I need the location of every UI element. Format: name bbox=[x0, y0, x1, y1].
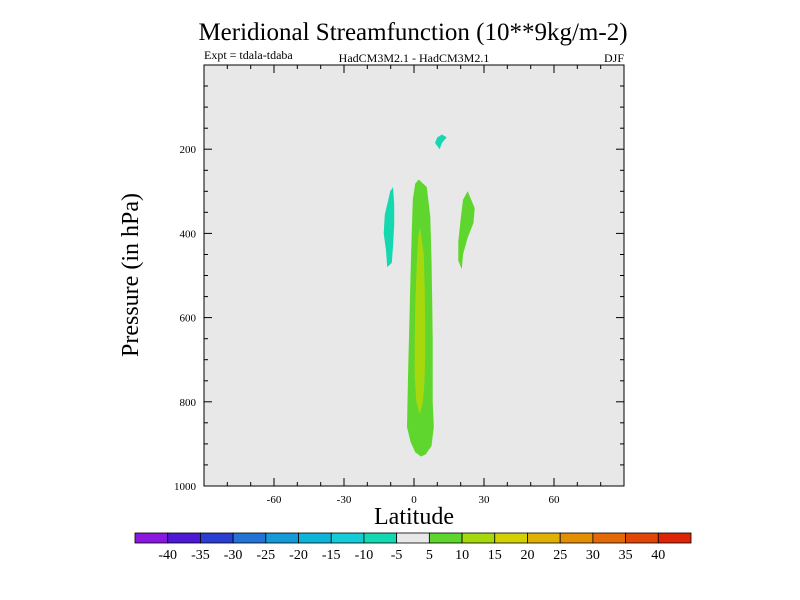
y-axis-label: Pressure (in hPa) bbox=[118, 193, 144, 357]
colorbar-label: -30 bbox=[224, 548, 243, 563]
expt-label: Expt = tdala-tdaba bbox=[204, 48, 293, 62]
colorbar-label: -25 bbox=[256, 548, 275, 563]
colorbar-swatch bbox=[232, 532, 267, 544]
x-tick-label: -30 bbox=[337, 494, 352, 506]
x-tick-label: 0 bbox=[411, 494, 417, 506]
colorbar-label: 5 bbox=[426, 548, 433, 563]
colorbar-label: 10 bbox=[455, 548, 469, 563]
colorbar-label: 15 bbox=[488, 548, 502, 563]
chart-title: Meridional Streamfunction (10**9kg/m-2) bbox=[198, 19, 627, 46]
y-tick-label: 200 bbox=[180, 144, 197, 156]
colorbar-swatch bbox=[363, 532, 398, 544]
colorbar-label: 20 bbox=[521, 548, 535, 563]
x-tick-label: -60 bbox=[267, 494, 282, 506]
season-label: DJF bbox=[604, 51, 624, 65]
x-axis-label: Latitude bbox=[374, 504, 454, 530]
contour-region-5 bbox=[414, 227, 426, 415]
colorbar-label: -20 bbox=[289, 548, 308, 563]
colorbar-label: 30 bbox=[586, 548, 600, 563]
colorbar-label: -15 bbox=[322, 548, 341, 563]
colorbar-swatch bbox=[330, 532, 365, 544]
colorbar-label: -35 bbox=[191, 548, 210, 563]
y-tick-label: 800 bbox=[180, 397, 197, 409]
colorbar-label: -5 bbox=[391, 548, 403, 563]
colorbar-swatch bbox=[592, 532, 626, 544]
y-tick-label: 600 bbox=[180, 313, 197, 325]
colorbar-swatch bbox=[428, 532, 463, 544]
colorbar-label: 25 bbox=[553, 548, 567, 563]
colorbar-label: 40 bbox=[651, 548, 665, 563]
x-tick-label: 30 bbox=[479, 494, 491, 506]
colorbar-swatch bbox=[134, 532, 169, 544]
colorbar-swatch bbox=[625, 532, 659, 544]
colorbar-swatch bbox=[396, 532, 430, 544]
colorbar-swatch bbox=[657, 532, 692, 544]
colorbar-swatch bbox=[167, 532, 201, 544]
x-tick-label: 60 bbox=[549, 494, 561, 506]
colorbar-swatch bbox=[265, 532, 299, 544]
colorbar-swatch bbox=[298, 532, 332, 544]
colorbar-swatch bbox=[200, 532, 234, 544]
colorbar-label: -10 bbox=[355, 548, 374, 563]
colorbar-swatch bbox=[527, 532, 561, 544]
y-tick-label: 1000 bbox=[174, 481, 197, 493]
contour-region-2 bbox=[383, 187, 395, 268]
y-tick-label: 400 bbox=[180, 228, 197, 240]
colorbar-swatch bbox=[461, 532, 496, 544]
contour-region-3 bbox=[458, 191, 475, 270]
colorbar-swatch bbox=[559, 532, 594, 544]
contour-region-1 bbox=[435, 134, 447, 150]
colorbar-label: -40 bbox=[158, 548, 177, 563]
model-label: HadCM3M2.1 - HadCM3M2.1 bbox=[339, 51, 490, 65]
colorbar-swatch bbox=[494, 532, 528, 544]
colorbar-label: 35 bbox=[619, 548, 633, 563]
